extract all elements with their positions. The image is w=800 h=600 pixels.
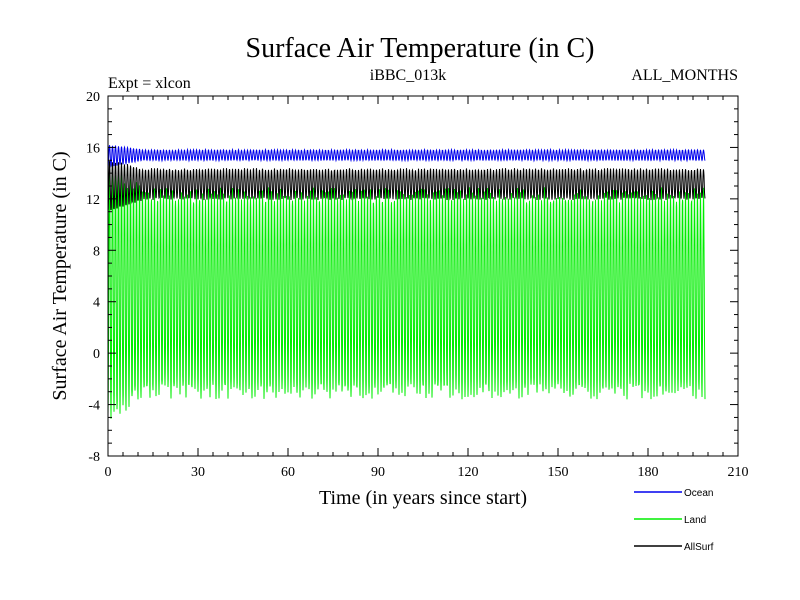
series-line-allsurf — [107, 161, 706, 211]
y-axis-label: Surface Air Temperature (in C) — [49, 151, 71, 400]
series-line-ocean — [107, 145, 706, 168]
x-tick-label: 150 — [548, 465, 569, 480]
y-tick-label: 8 — [93, 244, 100, 259]
y-tick-label: 4 — [93, 296, 100, 311]
x-tick-label: 60 — [281, 465, 295, 480]
y-tick-label: 20 — [86, 90, 100, 105]
axes — [107, 95, 739, 457]
x-tick-label: 180 — [638, 465, 659, 480]
legend-label-land: Land — [684, 515, 706, 526]
plot-lines — [107, 145, 706, 419]
legend-label-ocean: Ocean — [684, 488, 713, 499]
y-tick-label: -4 — [88, 399, 100, 414]
legend: Ocean Land AllSurf — [634, 488, 714, 553]
x-tick-label: 120 — [458, 465, 479, 480]
series-line-land — [107, 167, 706, 419]
y-tick-label: 12 — [86, 193, 100, 208]
tick-labels: 0 30 60 90 120 150 180 210 -8 -4 0 4 8 12 16 20 — [86, 90, 749, 480]
legend-label-allsurf: AllSurf — [684, 542, 714, 553]
expt-label: Expt = xlcon — [108, 75, 191, 92]
x-tick-label: 90 — [371, 465, 385, 480]
y-tick-label: -8 — [88, 450, 100, 465]
x-tick-label: 0 — [105, 465, 112, 480]
run-label: iBBC_013k — [370, 67, 446, 84]
months-label: ALL_MONTHS — [631, 67, 738, 84]
chart-title: Surface Air Temperature (in C) — [246, 33, 595, 64]
y-tick-label: 16 — [86, 141, 100, 156]
x-tick-label: 30 — [191, 465, 205, 480]
x-axis-label: Time (in years since start) — [319, 487, 527, 509]
x-tick-label: 210 — [728, 465, 749, 480]
y-tick-label: 0 — [93, 347, 100, 362]
